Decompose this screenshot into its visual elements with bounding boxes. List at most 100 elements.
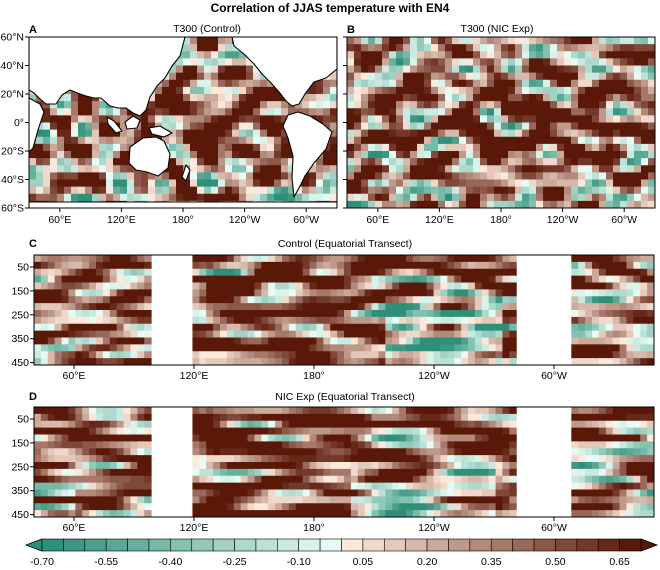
heatmap-cell <box>564 72 572 81</box>
heatmap-cell <box>40 462 49 470</box>
heatmap-cell <box>364 496 373 504</box>
heatmap-cell <box>417 136 425 145</box>
heatmap-cell <box>137 358 145 365</box>
heatmap-cell <box>309 462 317 470</box>
panel-a-letter: A <box>29 24 37 36</box>
heatmap-cell <box>288 179 296 188</box>
heatmap-cell <box>550 193 558 202</box>
heatmap-cell <box>627 79 635 88</box>
heatmap-cell <box>197 151 205 159</box>
heatmap-cell <box>96 330 104 339</box>
heatmap-cell <box>454 489 462 497</box>
heatmap-cell <box>403 186 411 195</box>
heatmap-cell <box>536 158 544 166</box>
heatmap-cell <box>137 427 145 436</box>
heatmap-cell <box>113 136 121 145</box>
heatmap-cell <box>144 427 152 436</box>
heatmap-cell <box>61 310 69 318</box>
heatmap-cell <box>550 108 558 116</box>
heatmap-cell <box>494 193 502 202</box>
heatmap-cell <box>155 86 163 95</box>
heatmap-cell <box>29 186 37 195</box>
heatmap-cell <box>385 323 393 332</box>
heatmap-cell <box>417 115 425 124</box>
heatmap-cell <box>474 489 483 497</box>
heatmap-cell <box>375 179 383 188</box>
heatmap-cell <box>316 503 324 511</box>
heatmap-cell <box>261 427 269 436</box>
heatmap-cell <box>302 407 311 415</box>
heatmap-cell <box>424 37 432 45</box>
heatmap-cell <box>120 179 128 188</box>
heatmap-cell <box>480 51 488 59</box>
heatmap-cell <box>99 179 107 188</box>
heatmap-cell <box>68 310 76 318</box>
heatmap-cell <box>130 434 138 442</box>
heatmap-cell <box>302 434 311 442</box>
heatmap-cell <box>571 289 579 297</box>
heatmap-cell <box>585 413 593 422</box>
heatmap-cell <box>232 136 240 145</box>
heatmap-cell <box>350 434 359 442</box>
heatmap-cell <box>466 72 474 81</box>
heatmap-cell <box>92 179 100 188</box>
heatmap-cell <box>34 310 42 318</box>
heatmap-cell <box>144 448 152 456</box>
heatmap-cell <box>522 51 530 59</box>
heatmap-cell <box>626 407 634 415</box>
heatmap-cell <box>183 193 191 202</box>
heatmap-cell <box>371 289 379 297</box>
heatmap-cell <box>123 462 131 470</box>
heatmap-cell <box>502 255 510 263</box>
heatmap-cell <box>481 462 490 470</box>
heatmap-cell <box>354 193 362 202</box>
heatmap-cell <box>85 94 93 102</box>
heatmap-cell <box>361 165 369 173</box>
heatmap-cell <box>459 158 467 166</box>
heatmap-cell <box>316 420 324 429</box>
heatmap-cell <box>240 310 249 318</box>
heatmap-cell <box>474 261 483 270</box>
heatmap-cell <box>295 496 304 504</box>
heatmap-cell <box>295 455 304 463</box>
heatmap-cell <box>501 193 509 202</box>
heatmap-cell <box>396 136 404 145</box>
heatmap-cell <box>323 101 331 109</box>
heatmap-cell <box>501 129 509 138</box>
heatmap-cell <box>204 165 212 173</box>
heatmap-cell <box>109 475 118 484</box>
heatmap-cell <box>641 143 649 152</box>
heatmap-cell <box>354 101 362 109</box>
heatmap-cell <box>281 172 289 181</box>
heatmap-cell <box>213 448 221 456</box>
heatmap-cell <box>406 344 414 352</box>
heatmap-cell <box>585 468 593 477</box>
heatmap-cell <box>502 448 510 456</box>
heatmap-cell <box>64 94 72 102</box>
heatmap-cell <box>488 462 497 470</box>
x-tick-label: 180° <box>303 370 325 382</box>
heatmap-cell <box>261 275 269 284</box>
heatmap-cell <box>350 462 359 470</box>
heatmap-cell <box>361 72 369 81</box>
heatmap-cell <box>232 186 240 195</box>
heatmap-cell <box>633 496 641 504</box>
heatmap-cell <box>392 296 400 304</box>
heatmap-cell <box>309 330 317 339</box>
heatmap-cell <box>204 65 212 74</box>
heatmap-cell <box>204 79 212 88</box>
heatmap-cell <box>522 186 530 195</box>
heatmap-cell <box>634 58 642 67</box>
heatmap-cell <box>78 136 86 145</box>
heatmap-cell <box>240 282 249 290</box>
heatmap-cell <box>592 420 600 429</box>
heatmap-cell <box>571 94 579 102</box>
heatmap-cell <box>96 475 104 484</box>
heatmap-cell <box>627 101 635 109</box>
heatmap-cell <box>481 268 490 277</box>
heatmap-cell <box>109 468 118 477</box>
heatmap-cell <box>183 129 191 138</box>
heatmap-cell <box>599 151 607 159</box>
heatmap-cell <box>647 455 654 463</box>
heatmap-cell <box>204 108 212 116</box>
